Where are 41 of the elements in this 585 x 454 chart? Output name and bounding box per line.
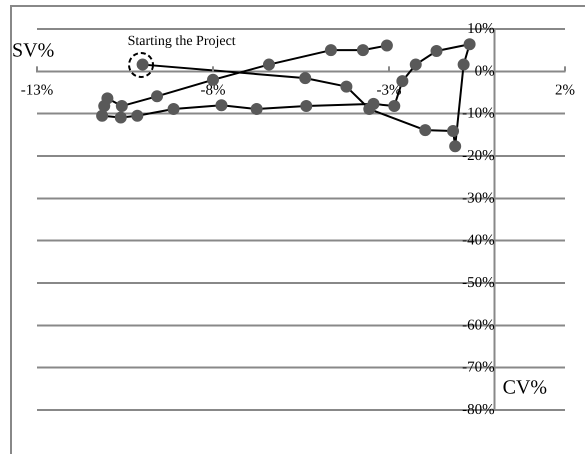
point — [114, 111, 127, 124]
point — [430, 45, 443, 58]
point — [447, 125, 460, 138]
annotation: Starting the Project — [128, 34, 236, 50]
y-tick-label: -50% — [462, 274, 495, 291]
x-tick-label: -8% — [200, 82, 226, 98]
point — [380, 40, 393, 52]
x-tick-label: 2% — [555, 82, 575, 98]
point — [151, 90, 164, 102]
point — [419, 124, 432, 136]
x-tick-label: -13% — [20, 82, 54, 98]
x-axis-title: CV% — [502, 376, 548, 398]
y-tick-label: 10% — [467, 20, 495, 37]
point — [96, 110, 108, 122]
point — [168, 103, 180, 116]
point — [250, 103, 263, 116]
point — [464, 38, 476, 50]
y-tick-label: -10% — [462, 106, 495, 122]
point — [368, 98, 380, 110]
y-tick-label: -60% — [462, 317, 495, 334]
point — [356, 44, 369, 56]
y-tick-label: -80% — [462, 402, 495, 418]
y-tick-label: -40% — [462, 232, 495, 249]
point — [300, 100, 312, 112]
point — [299, 72, 312, 84]
point — [458, 58, 470, 71]
point — [116, 100, 128, 112]
point — [449, 140, 462, 152]
point — [410, 58, 422, 71]
point — [262, 58, 275, 71]
point — [215, 99, 228, 112]
point — [324, 44, 337, 56]
y-tick-label: 0% — [474, 63, 495, 80]
point — [340, 80, 352, 93]
y-tick-label: -30% — [462, 190, 495, 206]
point — [131, 110, 144, 122]
point — [388, 100, 400, 112]
y-tick-label: -70% — [462, 360, 495, 376]
y-tick-label: -20% — [462, 148, 495, 164]
point — [101, 92, 114, 104]
y-axis-title: SV% — [12, 39, 54, 62]
